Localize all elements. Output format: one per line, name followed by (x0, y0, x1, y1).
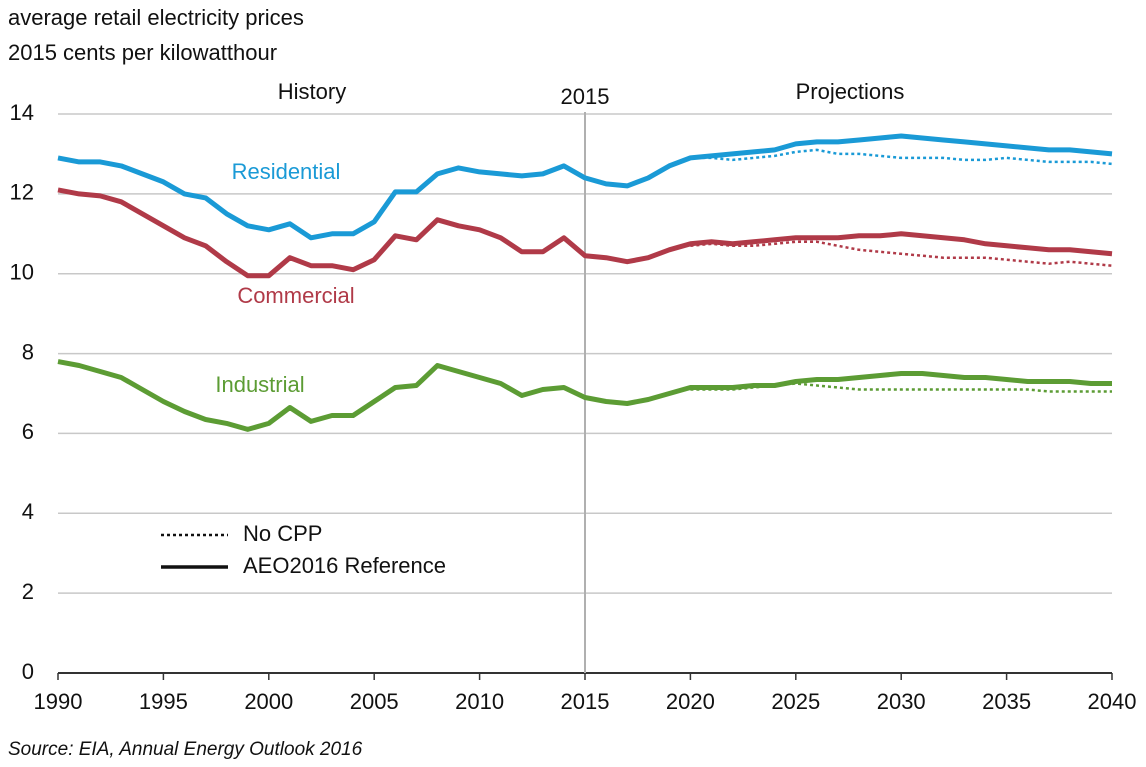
y-tick-label: 4 (22, 499, 34, 524)
x-tick-label: 1990 (34, 689, 83, 714)
series-label: Commercial (237, 283, 354, 308)
line-dotted (690, 148, 1113, 166)
x-tick-label: 2015 (561, 689, 610, 714)
legend-label: AEO2016 Reference (243, 553, 446, 578)
series-label: Residential (232, 159, 341, 184)
x-tick-label: 2030 (877, 689, 926, 714)
y-tick-label: 12 (10, 180, 34, 205)
x-tick-label: 2020 (666, 689, 715, 714)
source: Source: EIA, Annual Energy Outlook 2016 (8, 739, 363, 760)
x-tick-label: 2000 (244, 689, 293, 714)
line-solid (57, 359, 1112, 432)
x-tick-label: 2035 (982, 689, 1031, 714)
line-dotted (690, 382, 1112, 393)
annotation: 2015 (561, 84, 610, 109)
y-tick-label: 14 (10, 100, 34, 125)
annotation: Projections (796, 79, 905, 104)
x-tick-label: 2005 (350, 689, 399, 714)
y-tick-label: 0 (22, 659, 34, 684)
chart-title: average retail electricity prices (8, 5, 304, 30)
line-solid (57, 133, 1113, 241)
annotation: History (278, 79, 346, 104)
legend-label: No CPP (243, 521, 322, 546)
line-dotted (690, 240, 1113, 267)
x-tick-label: 1995 (139, 689, 188, 714)
x-tick-label: 2010 (455, 689, 504, 714)
chart-subtitle: 2015 cents per kilowatthour (8, 40, 277, 65)
line-solid (57, 187, 1113, 279)
y-tick-label: 6 (22, 419, 34, 444)
series-label: Industrial (215, 372, 304, 397)
y-tick-label: 10 (10, 260, 34, 285)
y-tick-label: 2 (22, 579, 34, 604)
x-tick-label: 2040 (1088, 689, 1137, 714)
y-tick-label: 8 (22, 339, 34, 364)
x-tick-label: 2025 (771, 689, 820, 714)
